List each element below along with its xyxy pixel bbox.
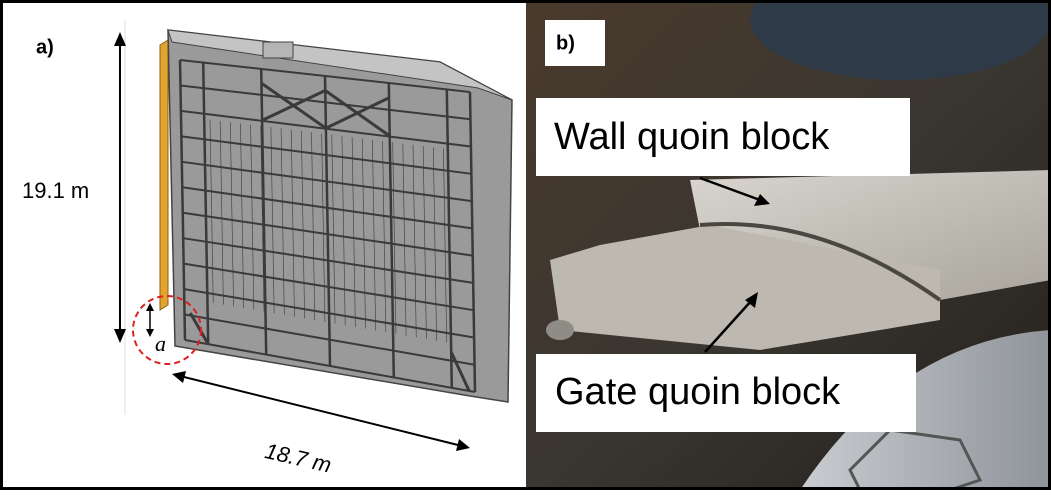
quoin-strip [160,40,168,310]
panel-b: b) Wall quoin block Gate quoin block [526,0,1051,490]
panel-label: b) [556,32,575,54]
figure: a) 19.1 m 18.7 m a b) Wall quoin block G… [0,0,1051,490]
annotation: Wall quoin block [554,116,830,158]
panel-label: a) [36,36,54,58]
detail-label: a [155,331,166,356]
photo-shape [546,320,574,340]
gate-block [263,42,293,58]
height-label: 19.1 m [22,178,89,203]
panel-label-box [545,20,605,66]
annotation: Gate quoin block [555,371,841,413]
